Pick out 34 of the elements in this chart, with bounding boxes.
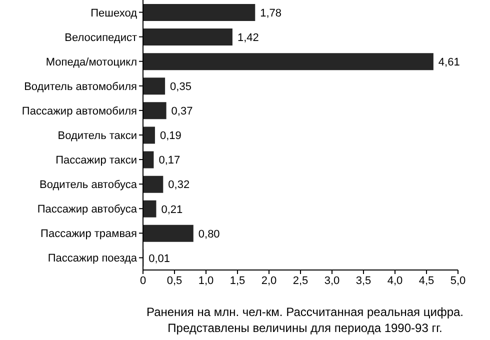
y-tick-label: Мопеда/мотоцикл	[46, 56, 137, 68]
x-tick-label: 2,5	[292, 274, 308, 287]
x-tick-label: 1,5	[230, 274, 246, 287]
data-label: 0,01	[148, 252, 170, 265]
y-tick-label: Пешеход	[90, 7, 138, 20]
data-label: 4,61	[438, 56, 460, 68]
y-tick-label: Водитель автомобиля	[24, 80, 138, 93]
y-tick-label: Пассажир автобуса	[37, 204, 138, 216]
y-tick-label: Пассажир автомобиля	[22, 105, 138, 118]
data-label: 0,35	[170, 81, 192, 94]
x-tick-label: 4,5	[418, 274, 434, 287]
data-label: 0,80	[198, 228, 220, 240]
y-tick-label: Пассажир трамвая	[40, 228, 138, 240]
y-tick-label: Велосипедист	[64, 32, 137, 44]
x-tick-label: 5,0	[450, 274, 466, 287]
data-label: 0,37	[171, 106, 193, 118]
x-tick-label: 2,0	[261, 274, 277, 287]
data-label: 0,19	[160, 130, 182, 142]
data-label: 1,78	[260, 7, 282, 20]
x-axis-title: Ранения на млн. чел-км. Рассчитанная реальная цифра. Представлены величины для периода 1990-93 гг.	[146, 305, 464, 335]
y-tick-label: Водитель такси	[58, 130, 137, 142]
x-tick-label: 3,5	[356, 274, 372, 287]
data-label: 0,32	[168, 179, 190, 192]
x-tick-label: 1,0	[198, 274, 214, 287]
y-tick-label: Пассажир такси	[56, 154, 137, 167]
x-tick-label: 4,0	[387, 274, 403, 287]
y-tick-label: Водитель автобуса	[40, 179, 138, 192]
x-tick-label: 3,0	[324, 274, 340, 287]
data-label: 0,21	[161, 204, 183, 216]
x-tick-label: 0	[140, 274, 146, 287]
data-label: 1,42	[237, 32, 259, 44]
data-label: 0,17	[158, 154, 180, 167]
y-tick-label: Пассажир поезда	[48, 252, 138, 265]
x-tick-label: 0,5	[166, 274, 182, 287]
